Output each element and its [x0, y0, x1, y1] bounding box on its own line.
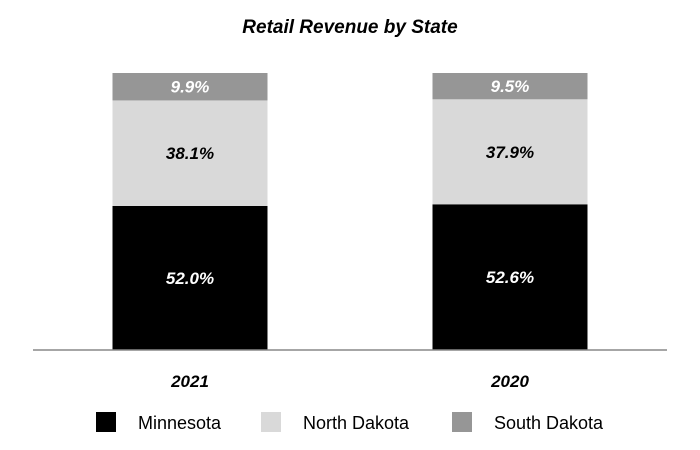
- bar-segment-north-dakota-2021: [112, 100, 268, 206]
- bar-segment-north-dakota-2020: [432, 99, 588, 205]
- data-label-minnesota-2021: 52.0%: [166, 269, 214, 288]
- category-label-2020: 2020: [490, 372, 529, 391]
- legend: Minnesota North Dakota South Dakota: [96, 412, 604, 433]
- data-label-north-dakota-2021: 38.1%: [166, 144, 214, 163]
- bar-segment-south-dakota-2021: [112, 73, 268, 101]
- chart-title: Retail Revenue by State: [242, 17, 458, 38]
- bars-layer: 52.0% 38.1% 9.9% 52.6% 37.9% 9.5%: [112, 73, 588, 350]
- legend-swatch-north-dakota: [261, 412, 281, 432]
- category-label-2021: 2021: [170, 372, 209, 391]
- legend-swatch-minnesota: [96, 412, 116, 432]
- data-label-south-dakota-2021: 9.9%: [171, 78, 210, 97]
- data-label-south-dakota-2020: 9.5%: [491, 77, 530, 96]
- data-label-north-dakota-2020: 37.9%: [486, 143, 534, 162]
- data-label-minnesota-2020: 52.6%: [486, 268, 534, 287]
- legend-label-south-dakota: South Dakota: [494, 413, 604, 433]
- legend-swatch-south-dakota: [452, 412, 472, 432]
- legend-label-north-dakota: North Dakota: [303, 413, 410, 433]
- bar-segment-minnesota-2021: [112, 205, 268, 350]
- bar-segment-minnesota-2020: [432, 204, 588, 350]
- category-labels: 2021 2020: [170, 372, 529, 391]
- bar-segment-south-dakota-2020: [432, 73, 588, 100]
- legend-label-minnesota: Minnesota: [138, 413, 222, 433]
